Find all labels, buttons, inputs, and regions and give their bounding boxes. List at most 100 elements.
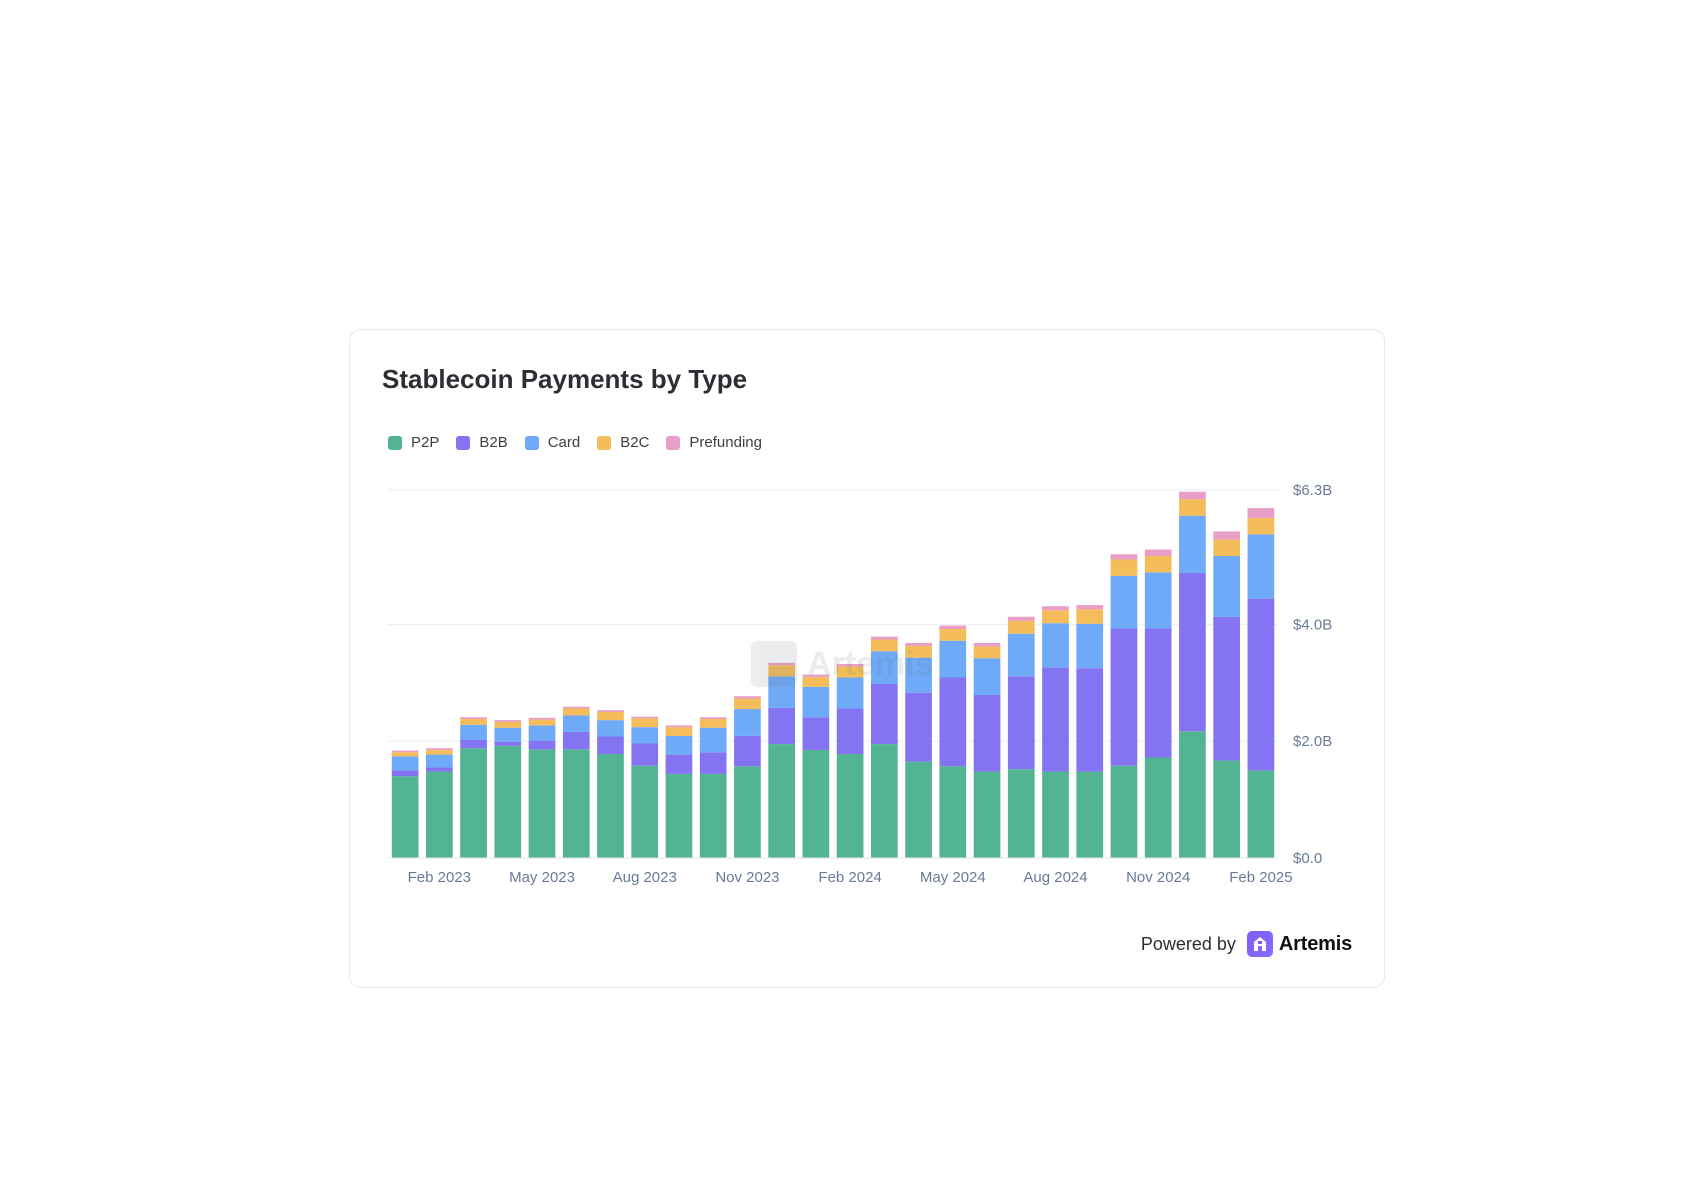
bar-segment-b2b[interactable] <box>631 743 659 766</box>
bar-stack[interactable] <box>1110 554 1138 858</box>
bar-segment-p2p[interactable] <box>1110 765 1138 858</box>
bar-segment-b2c[interactable] <box>494 721 522 728</box>
bar-segment-prefunding[interactable] <box>734 696 761 699</box>
bar-segment-prefunding[interactable] <box>665 725 693 728</box>
bar-segment-p2p[interactable] <box>939 766 967 858</box>
bar-segment-b2b[interactable] <box>1144 628 1172 758</box>
bar-segment-card[interactable] <box>1007 633 1035 677</box>
bar-segment-card[interactable] <box>768 676 796 708</box>
bar-segment-b2b[interactable] <box>734 735 761 767</box>
bar-stack[interactable] <box>1247 508 1275 858</box>
bar-segment-p2p[interactable] <box>425 771 453 858</box>
bar-segment-p2p[interactable] <box>1213 760 1241 858</box>
bar-segment-card[interactable] <box>973 658 1001 696</box>
bar-segment-b2b[interactable] <box>973 695 1001 772</box>
legend-item-prefunding[interactable]: Prefunding <box>666 434 762 451</box>
bar-segment-b2b[interactable] <box>699 752 727 774</box>
bar-segment-b2c[interactable] <box>597 711 624 721</box>
bar-segment-p2p[interactable] <box>494 745 522 858</box>
bar-segment-card[interactable] <box>494 727 522 742</box>
bar-segment-b2b[interactable] <box>768 707 796 745</box>
bar-segment-b2b[interactable] <box>1110 628 1138 766</box>
bar-segment-b2b[interactable] <box>1213 616 1241 761</box>
bar-segment-b2b[interactable] <box>1247 598 1275 771</box>
bar-segment-prefunding[interactable] <box>562 706 590 709</box>
bar-segment-p2p[interactable] <box>1247 770 1275 858</box>
bar-segment-b2b[interactable] <box>528 740 556 750</box>
bar-segment-prefunding[interactable] <box>425 748 453 750</box>
bar-segment-card[interactable] <box>528 725 556 741</box>
bar-segment-card[interactable] <box>1179 515 1206 573</box>
legend-item-b2b[interactable]: B2B <box>456 434 508 451</box>
bar-stack[interactable] <box>562 706 590 858</box>
bar-segment-b2b[interactable] <box>905 692 932 762</box>
bar-stack[interactable] <box>1042 606 1069 858</box>
legend-item-card[interactable]: Card <box>524 434 580 451</box>
bar-segment-p2p[interactable] <box>870 744 898 858</box>
bar-segment-p2p[interactable] <box>973 771 1001 858</box>
bar-segment-p2p[interactable] <box>1179 731 1206 858</box>
bar-stack[interactable] <box>494 720 522 858</box>
bar-segment-b2b[interactable] <box>1179 572 1206 732</box>
bar-segment-prefunding[interactable] <box>391 750 419 753</box>
bar-segment-card[interactable] <box>1247 534 1275 599</box>
bar-segment-b2c[interactable] <box>768 665 796 677</box>
bar-stack[interactable] <box>836 664 864 858</box>
bar-segment-b2b[interactable] <box>562 731 590 750</box>
bar-segment-prefunding[interactable] <box>836 664 864 667</box>
bar-stack[interactable] <box>870 636 898 858</box>
bar-segment-prefunding[interactable] <box>1247 508 1275 519</box>
bar-segment-prefunding[interactable] <box>699 717 727 719</box>
bar-segment-card[interactable] <box>1110 575 1138 629</box>
bar-segment-b2b[interactable] <box>939 677 967 767</box>
bar-segment-prefunding[interactable] <box>905 643 932 646</box>
bar-segment-b2c[interactable] <box>391 752 419 757</box>
bar-segment-b2c[interactable] <box>1247 518 1275 535</box>
bar-segment-p2p[interactable] <box>528 749 556 858</box>
bar-stack[interactable] <box>973 643 1001 858</box>
bar-segment-b2c[interactable] <box>425 749 453 755</box>
bar-segment-prefunding[interactable] <box>1179 491 1206 500</box>
bar-segment-p2p[interactable] <box>1076 771 1104 858</box>
bar-segment-b2c[interactable] <box>1179 499 1206 516</box>
bar-segment-b2c[interactable] <box>1076 609 1104 624</box>
bar-segment-b2c[interactable] <box>562 708 590 716</box>
bar-segment-b2b[interactable] <box>460 740 487 749</box>
bar-segment-b2c[interactable] <box>1007 620 1035 634</box>
bar-segment-p2p[interactable] <box>734 766 761 858</box>
legend-item-b2c[interactable]: B2C <box>597 434 649 451</box>
bar-segment-b2c[interactable] <box>870 639 898 652</box>
bar-segment-b2b[interactable] <box>1007 676 1035 770</box>
bar-stack[interactable] <box>939 625 967 858</box>
bar-stack[interactable] <box>768 662 796 858</box>
bar-segment-b2c[interactable] <box>528 719 556 726</box>
bar-segment-b2c[interactable] <box>802 676 830 687</box>
bar-stack[interactable] <box>391 750 419 858</box>
bar-segment-prefunding[interactable] <box>870 636 898 640</box>
bar-stack[interactable] <box>802 674 830 858</box>
legend-item-p2p[interactable]: P2P <box>388 434 439 451</box>
bar-segment-card[interactable] <box>836 677 864 709</box>
bar-segment-card[interactable] <box>699 727 727 753</box>
bar-segment-prefunding[interactable] <box>631 716 659 719</box>
bar-segment-b2b[interactable] <box>1042 667 1069 772</box>
bar-segment-prefunding[interactable] <box>1042 606 1069 611</box>
bar-segment-card[interactable] <box>391 756 419 771</box>
bar-segment-prefunding[interactable] <box>460 717 487 719</box>
bar-segment-card[interactable] <box>631 727 659 744</box>
bar-segment-card[interactable] <box>1213 556 1241 617</box>
bar-segment-card[interactable] <box>1076 623 1104 669</box>
bar-stack[interactable] <box>1213 531 1241 858</box>
bar-segment-prefunding[interactable] <box>1076 605 1104 610</box>
bar-segment-b2c[interactable] <box>939 629 967 641</box>
bar-segment-p2p[interactable] <box>597 754 624 858</box>
bar-segment-b2c[interactable] <box>973 646 1001 659</box>
bar-segment-b2c[interactable] <box>836 666 864 678</box>
bar-segment-prefunding[interactable] <box>1144 549 1172 557</box>
bar-segment-card[interactable] <box>460 724 487 741</box>
bar-segment-b2c[interactable] <box>734 698 761 710</box>
bar-segment-prefunding[interactable] <box>1007 616 1035 621</box>
bar-segment-p2p[interactable] <box>905 761 932 858</box>
bar-segment-p2p[interactable] <box>391 776 419 858</box>
bar-segment-card[interactable] <box>425 754 453 768</box>
